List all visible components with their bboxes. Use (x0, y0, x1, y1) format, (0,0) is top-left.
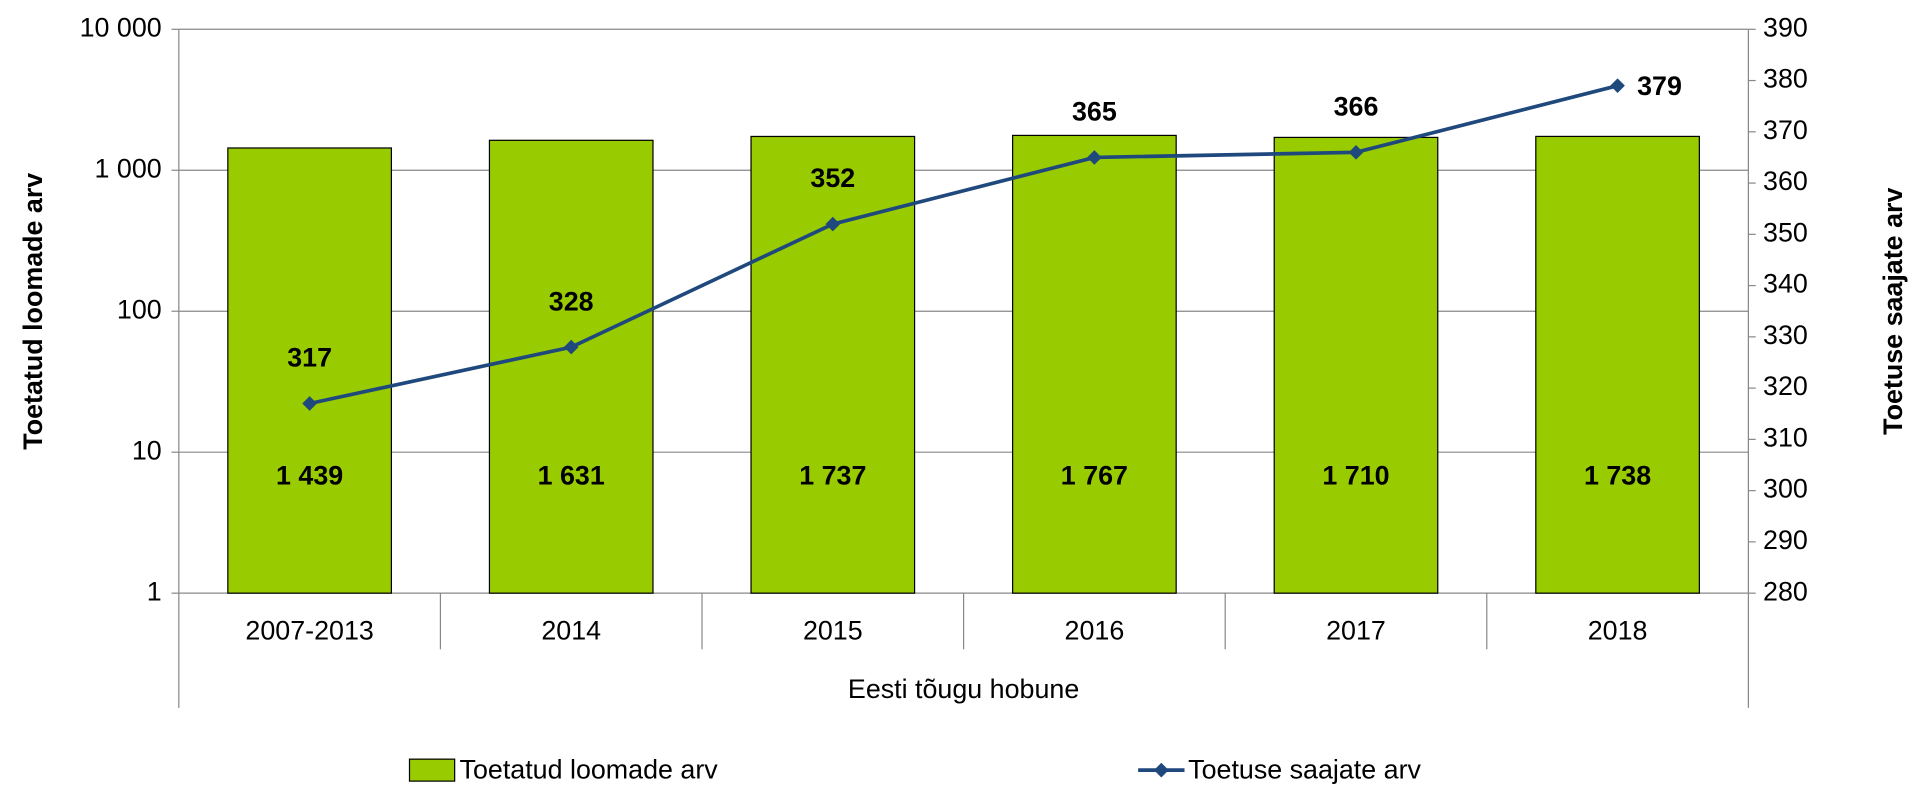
bar-value-label: 1 738 (1584, 460, 1651, 490)
x-tick-label: 2007-2013 (245, 615, 373, 645)
y2-axis-label: Toetuse saajate arv (1878, 188, 1908, 435)
bar (1273, 136, 1439, 594)
y-tick-label: 10 000 (80, 12, 162, 42)
y2-tick-label: 370 (1763, 115, 1808, 145)
legend-label: Toetuse saajate arv (1188, 754, 1421, 784)
bar (488, 139, 654, 594)
bar-value-label: 1 439 (276, 460, 343, 490)
line-value-label: 317 (287, 343, 332, 373)
line-value-label: 379 (1637, 71, 1682, 101)
line-marker (825, 216, 841, 232)
x-tick-label: 2014 (541, 615, 601, 645)
y-tick-label: 10 (132, 435, 162, 465)
legend-label: Toetatud loomade arv (460, 754, 719, 784)
y2-tick-label: 390 (1763, 12, 1808, 42)
bar-value-label: 1 710 (1322, 460, 1389, 490)
y-tick-label: 100 (117, 294, 162, 324)
x-tick-label: 2018 (1588, 615, 1648, 645)
line-value-label: 366 (1334, 91, 1379, 121)
line-value-label: 352 (810, 163, 855, 193)
y2-tick-label: 310 (1763, 422, 1808, 452)
bar-value-label: 1 631 (538, 460, 605, 490)
x-axis-label: Eesti tõugu hobune (848, 674, 1079, 704)
line-marker (1610, 78, 1625, 94)
bar (1535, 135, 1700, 594)
y2-tick-label: 300 (1763, 474, 1808, 504)
bar (1012, 134, 1177, 594)
y2-tick-label: 360 (1763, 166, 1808, 196)
y2-tick-label: 380 (1763, 64, 1808, 94)
y2-tick-label: 290 (1763, 525, 1808, 555)
y2-tick-label: 280 (1763, 576, 1808, 606)
y2-tick-label: 330 (1763, 320, 1808, 350)
x-tick-label: 2017 (1326, 615, 1386, 645)
bar-value-label: 1 767 (1061, 460, 1128, 490)
line-marker (563, 339, 579, 355)
y-tick-label: 1 000 (95, 153, 162, 183)
line (309, 83, 1619, 406)
y-axis-label: Toetatud loomade arv (18, 173, 48, 450)
y2-tick-label: 320 (1763, 371, 1808, 401)
y-tick-label: 1 (147, 576, 162, 606)
legend-marker (1154, 762, 1169, 778)
x-tick-label: 2016 (1065, 615, 1125, 645)
line-marker (1087, 150, 1102, 165)
y2-tick-label: 340 (1763, 269, 1808, 299)
line-marker (1348, 144, 1364, 160)
legend-swatch (408, 758, 456, 782)
line-value-label: 328 (549, 286, 594, 316)
y2-tick-label: 350 (1763, 217, 1808, 247)
bar-value-label: 1 737 (799, 460, 866, 490)
line-value-label: 365 (1072, 97, 1117, 127)
bar (750, 135, 916, 594)
x-tick-label: 2015 (803, 615, 863, 645)
bar (227, 147, 393, 594)
